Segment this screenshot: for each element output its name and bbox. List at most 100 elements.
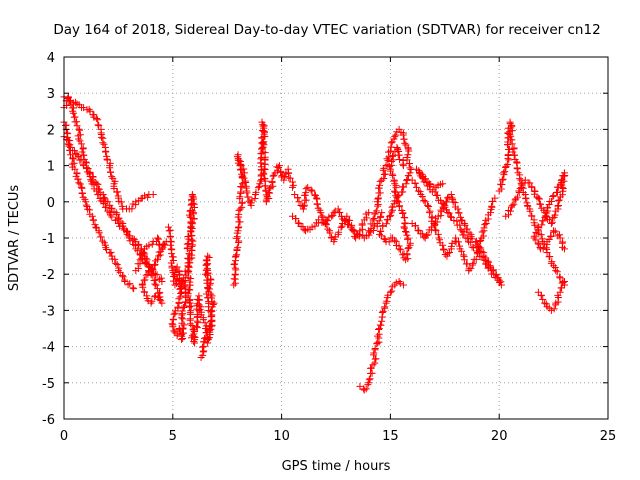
data-point: [88, 212, 96, 220]
data-point-fill: [180, 303, 188, 311]
data-point-fill: [77, 156, 85, 164]
data-point-fill: [169, 323, 177, 331]
data-point-fill: [391, 236, 399, 244]
y-tick-label: -2: [42, 268, 55, 283]
data-point-fill: [513, 165, 521, 173]
data-point-fill: [510, 145, 518, 153]
data-point-fill: [481, 257, 489, 265]
data-point-fill: [446, 249, 453, 257]
data-point-fill: [401, 228, 409, 236]
y-tick-label: 1: [47, 160, 55, 175]
data-point-fill: [522, 195, 530, 203]
data-point-fill: [141, 192, 149, 200]
data-point-fill: [141, 259, 149, 267]
data-point-fill: [207, 276, 215, 284]
data-point-fill: [473, 238, 481, 246]
data-point-fill: [412, 222, 420, 230]
data-point-fill: [396, 246, 404, 254]
data-point-fill: [252, 188, 260, 196]
data-point-fill: [69, 155, 77, 163]
data-point: [539, 296, 547, 304]
data-point-fill: [516, 184, 524, 192]
data-point-fill: [543, 209, 551, 217]
data-point-fill: [233, 245, 241, 253]
data-point-fill: [398, 206, 406, 214]
data-point: [73, 151, 81, 159]
data-point-fill: [156, 251, 164, 259]
data-point-fill: [459, 231, 467, 239]
data-point: [447, 191, 455, 199]
data-point-fill: [402, 228, 410, 236]
data-point-fill: [119, 273, 127, 281]
data-point-fill: [191, 333, 199, 341]
data-point-fill: [418, 193, 426, 201]
data-point-fill: [380, 175, 388, 183]
data-point-fill: [447, 213, 455, 221]
data-point-fill: [84, 164, 92, 172]
data-point-fill: [387, 208, 395, 216]
data-point-fill: [71, 118, 79, 126]
data-point-fill: [236, 218, 244, 226]
data-point-fill: [79, 151, 87, 159]
data-point: [460, 256, 468, 264]
data-point: [365, 379, 373, 387]
data-point: [556, 274, 564, 282]
data-point-fill: [389, 152, 397, 160]
data-point-fill: [102, 148, 110, 156]
data-point-fill: [300, 202, 308, 210]
data-point-fill: [559, 184, 567, 192]
data-point-fill: [439, 203, 447, 211]
data-point-fill: [388, 158, 396, 166]
data-point-fill: [100, 140, 108, 148]
data-point-fill: [512, 195, 520, 203]
data-point-fill: [455, 238, 463, 246]
data-point: [197, 353, 205, 361]
x-tick-label: 15: [382, 429, 399, 444]
data-point-fill: [168, 250, 176, 258]
data-point-fill: [196, 305, 204, 313]
data-point: [399, 281, 407, 289]
data-point: [308, 187, 316, 195]
data-point-fill: [233, 153, 241, 161]
data-point-fill: [489, 267, 497, 275]
data-point-fill: [467, 264, 475, 272]
data-point-fill: [499, 175, 507, 183]
data-point-fill: [404, 172, 412, 180]
data-point-fill: [251, 194, 259, 202]
data-point-fill: [107, 248, 115, 256]
data-point: [460, 220, 468, 228]
data-point-fill: [543, 204, 551, 212]
data-point-fill: [432, 192, 440, 200]
x-axis-label: GPS time / hours: [282, 459, 391, 474]
data-point: [178, 335, 186, 343]
data-point-fill: [124, 228, 132, 236]
data-point-fill: [424, 201, 432, 209]
data-point-fill: [258, 139, 266, 147]
data-point: [395, 245, 403, 253]
data-point-fill: [401, 139, 409, 147]
data-point-fill: [478, 228, 486, 236]
data-point: [413, 165, 421, 173]
y-tick-label: -4: [42, 341, 55, 356]
data-point-fill: [324, 217, 332, 225]
data-point-fill: [484, 264, 492, 272]
data-point-fill: [181, 302, 189, 310]
data-point: [513, 158, 521, 166]
data-point: [413, 183, 421, 191]
data-point: [334, 205, 342, 213]
data-point-fill: [537, 231, 545, 239]
data-point: [534, 194, 542, 202]
data-point-fill: [375, 325, 383, 333]
data-point-fill: [393, 193, 401, 201]
x-tick-label: 20: [491, 429, 508, 444]
data-point-fill: [542, 212, 550, 220]
data-point-fill: [208, 317, 216, 325]
data-point-fill: [406, 239, 414, 247]
data-point: [93, 115, 101, 123]
data-point: [130, 285, 138, 293]
y-axis-label: SDTVAR / TECUs: [7, 185, 22, 292]
data-point-fill: [82, 201, 90, 209]
data-point-fill: [230, 261, 238, 269]
data-point-fill: [70, 147, 78, 155]
